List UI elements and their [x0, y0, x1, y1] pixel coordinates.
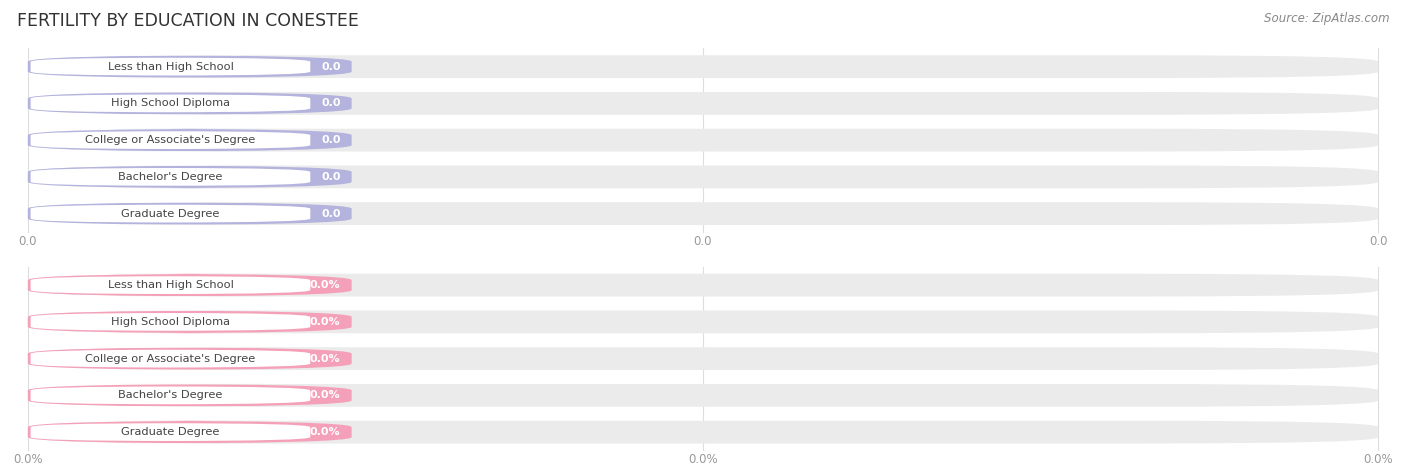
Text: Graduate Degree: Graduate Degree [121, 427, 219, 437]
FancyBboxPatch shape [28, 165, 352, 188]
Text: Bachelor's Degree: Bachelor's Degree [118, 172, 222, 182]
Text: 0.0%: 0.0% [309, 353, 340, 364]
FancyBboxPatch shape [28, 311, 352, 333]
Text: 0.0: 0.0 [321, 98, 340, 108]
FancyBboxPatch shape [28, 421, 352, 444]
FancyBboxPatch shape [28, 129, 352, 152]
Text: 0.0%: 0.0% [309, 317, 340, 327]
FancyBboxPatch shape [28, 274, 1378, 296]
FancyBboxPatch shape [31, 313, 311, 331]
FancyBboxPatch shape [28, 311, 1378, 333]
Text: Bachelor's Degree: Bachelor's Degree [118, 390, 222, 400]
FancyBboxPatch shape [28, 384, 352, 407]
FancyBboxPatch shape [28, 421, 1378, 444]
FancyBboxPatch shape [28, 165, 1378, 188]
Text: 0.0%: 0.0% [688, 454, 718, 466]
FancyBboxPatch shape [31, 168, 311, 186]
FancyBboxPatch shape [28, 202, 1378, 225]
FancyBboxPatch shape [28, 129, 1378, 152]
FancyBboxPatch shape [31, 276, 311, 294]
FancyBboxPatch shape [31, 95, 311, 112]
FancyBboxPatch shape [31, 387, 311, 404]
Text: 0.0: 0.0 [18, 235, 37, 248]
Text: High School Diploma: High School Diploma [111, 98, 231, 108]
Text: College or Associate's Degree: College or Associate's Degree [86, 353, 256, 364]
Text: Less than High School: Less than High School [107, 62, 233, 72]
FancyBboxPatch shape [31, 205, 311, 222]
FancyBboxPatch shape [28, 55, 352, 78]
FancyBboxPatch shape [28, 347, 1378, 370]
FancyBboxPatch shape [28, 384, 1378, 407]
Text: Less than High School: Less than High School [107, 280, 233, 290]
FancyBboxPatch shape [31, 423, 311, 441]
FancyBboxPatch shape [31, 131, 311, 149]
Text: 0.0: 0.0 [321, 209, 340, 218]
Text: 0.0%: 0.0% [309, 427, 340, 437]
Text: Graduate Degree: Graduate Degree [121, 209, 219, 218]
FancyBboxPatch shape [28, 55, 1378, 78]
Text: High School Diploma: High School Diploma [111, 317, 231, 327]
Text: 0.0: 0.0 [693, 235, 713, 248]
FancyBboxPatch shape [28, 347, 352, 370]
FancyBboxPatch shape [28, 274, 352, 296]
FancyBboxPatch shape [31, 58, 311, 76]
Text: 0.0%: 0.0% [309, 280, 340, 290]
Text: Source: ZipAtlas.com: Source: ZipAtlas.com [1264, 12, 1389, 25]
Text: 0.0: 0.0 [1369, 235, 1388, 248]
FancyBboxPatch shape [28, 92, 1378, 115]
Text: 0.0: 0.0 [321, 135, 340, 145]
Text: 0.0%: 0.0% [13, 454, 42, 466]
FancyBboxPatch shape [28, 202, 352, 225]
Text: 0.0: 0.0 [321, 172, 340, 182]
Text: 0.0%: 0.0% [309, 390, 340, 400]
Text: 0.0: 0.0 [321, 62, 340, 72]
FancyBboxPatch shape [31, 350, 311, 368]
FancyBboxPatch shape [28, 92, 352, 115]
Text: College or Associate's Degree: College or Associate's Degree [86, 135, 256, 145]
Text: FERTILITY BY EDUCATION IN CONESTEE: FERTILITY BY EDUCATION IN CONESTEE [17, 12, 359, 30]
Text: 0.0%: 0.0% [1364, 454, 1393, 466]
